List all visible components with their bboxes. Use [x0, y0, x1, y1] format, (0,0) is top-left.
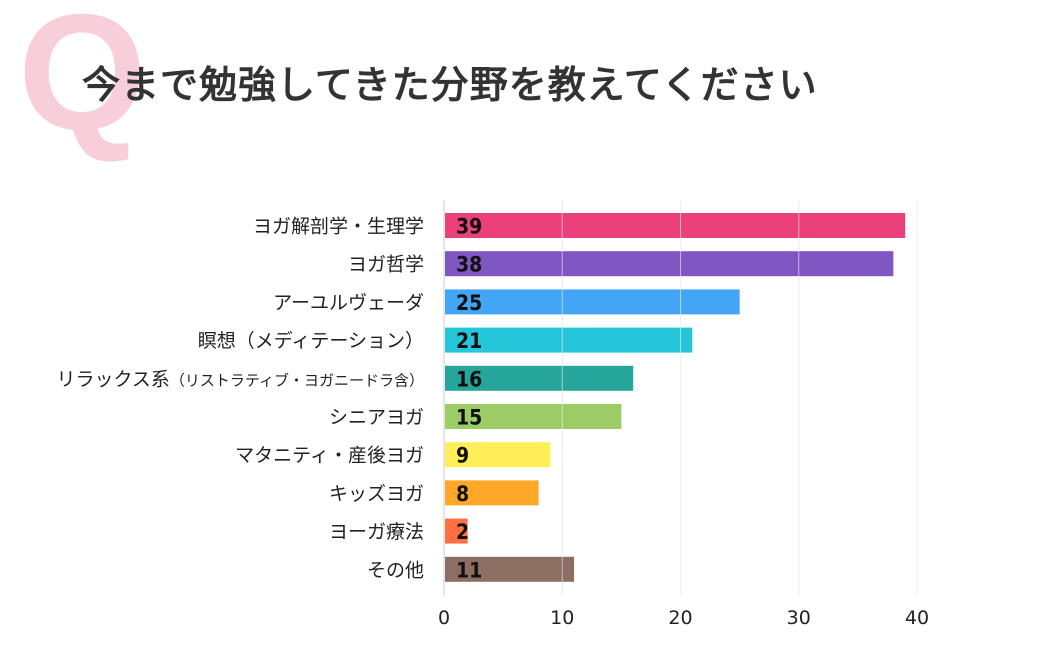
data-label: 8: [456, 482, 469, 506]
bar: [445, 556, 575, 582]
category-label-main: シニアヨガ: [329, 407, 424, 429]
data-label: 15: [456, 406, 482, 430]
category-label: 瞑想（メディテーション）: [198, 330, 424, 352]
data-label: 39: [456, 215, 482, 239]
category-label: ヨガ哲学: [348, 254, 424, 276]
bar: [445, 327, 693, 353]
data-label: 38: [456, 253, 482, 277]
data-label: 25: [456, 291, 482, 315]
bar: [445, 365, 634, 391]
data-label: 21: [456, 329, 482, 353]
x-tick-label: 40: [905, 607, 929, 629]
bar: [445, 404, 622, 429]
data-label: 11: [456, 558, 482, 582]
bar: [445, 518, 468, 544]
category-label: リラックス系（リストラティブ・ヨガニードラ含）: [56, 368, 424, 390]
bar: [445, 251, 894, 277]
category-label-main: アーユルヴェーダ: [273, 292, 424, 314]
category-label: マタニティ・産後ヨガ: [235, 445, 424, 467]
category-label-main: リラックス系: [56, 368, 169, 390]
category-label-main: ヨガ解剖学・生理学: [253, 216, 424, 238]
category-label: キッズヨガ: [329, 483, 424, 505]
bar: [445, 213, 906, 238]
category-label-main: ヨーガ療法: [329, 521, 424, 543]
category-label-main: ヨガ哲学: [348, 254, 424, 276]
x-tick-label: 0: [438, 607, 450, 629]
category-label: その他: [367, 559, 424, 581]
category-label-main: マタニティ・産後ヨガ: [235, 445, 424, 467]
category-label-main: その他: [367, 559, 424, 581]
data-label: 9: [456, 444, 469, 468]
category-label: ヨーガ療法: [329, 521, 424, 543]
x-tick-label: 30: [787, 607, 811, 629]
category-label: アーユルヴェーダ: [273, 292, 424, 314]
category-label-main: 瞑想（メディテーション）: [198, 330, 424, 352]
bar: [445, 442, 551, 468]
data-label: 16: [456, 367, 482, 391]
category-label: シニアヨガ: [329, 407, 424, 429]
q-mark: Q: [18, 0, 147, 164]
category-label-sub: （リストラティブ・ヨガニードラ含）: [170, 371, 424, 389]
x-tick-label: 20: [668, 607, 692, 629]
data-label: 2: [456, 520, 469, 544]
bar: [445, 289, 740, 315]
page-title: 今まで勉強してきた分野を教えてください: [82, 63, 818, 107]
bar: [445, 480, 539, 506]
category-label-main: キッズヨガ: [329, 483, 424, 505]
category-label: ヨガ解剖学・生理学: [253, 216, 424, 238]
x-tick-label: 10: [550, 607, 574, 629]
